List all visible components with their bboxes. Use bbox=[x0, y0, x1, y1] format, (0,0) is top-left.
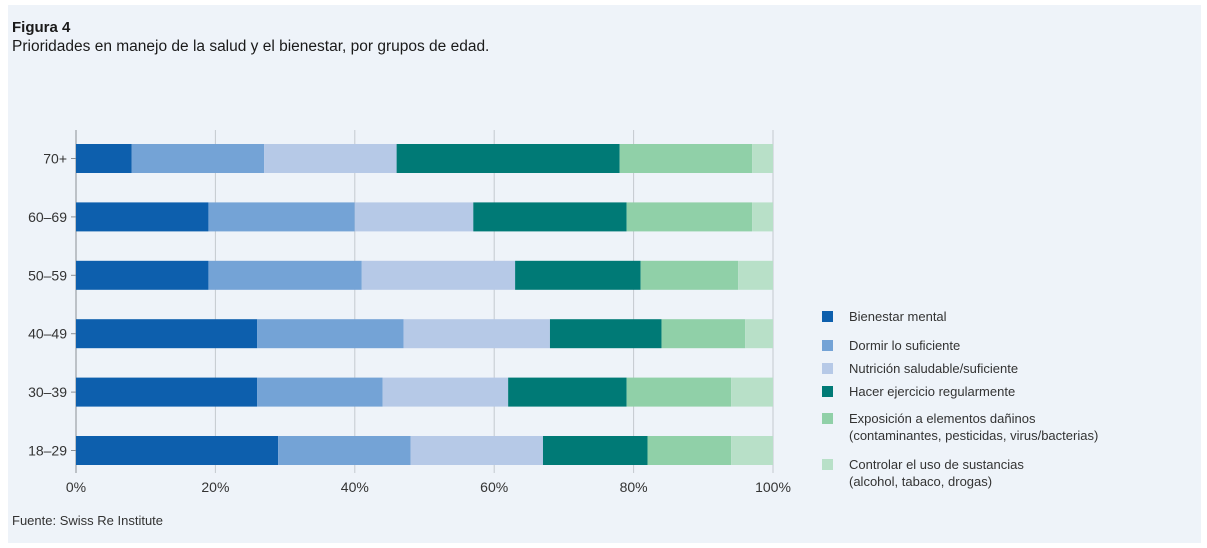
legend-label: Controlar el uso de sustancias bbox=[849, 457, 1024, 472]
legend-label: Dormir lo suficiente bbox=[849, 338, 960, 353]
legend-label: (contaminantes, pesticidas, virus/bacter… bbox=[849, 428, 1098, 443]
bar-segment bbox=[396, 144, 620, 173]
x-tick-label: 60% bbox=[480, 479, 508, 495]
bar-segment bbox=[731, 436, 773, 465]
bar-segment bbox=[738, 260, 773, 290]
legend-label: Bienestar mental bbox=[849, 309, 947, 324]
bar-segment bbox=[131, 144, 265, 173]
figure-label: Figura 4 bbox=[12, 19, 71, 36]
y-tick-label: 40–49 bbox=[28, 326, 67, 342]
bar-segment bbox=[515, 260, 641, 290]
source-note: Fuente: Swiss Re Institute bbox=[12, 513, 164, 528]
legend-swatch bbox=[822, 311, 833, 322]
bar-segment bbox=[361, 260, 516, 290]
bar-segment bbox=[619, 144, 753, 173]
bar-segment bbox=[76, 436, 279, 465]
bar-segment bbox=[745, 319, 773, 349]
bar-segment bbox=[661, 319, 746, 349]
legend-label: Nutrición saludable/suficiente bbox=[849, 361, 1018, 376]
x-tick-label: 40% bbox=[341, 479, 369, 495]
legend-swatch bbox=[822, 459, 833, 470]
legend-swatch bbox=[822, 340, 833, 351]
x-tick-label: 80% bbox=[620, 479, 648, 495]
bar-segment bbox=[76, 319, 258, 349]
bar-segment bbox=[76, 144, 132, 173]
legend-label: Exposición a elementos dañinos bbox=[849, 411, 1036, 426]
legend-label: Hacer ejercicio regularmente bbox=[849, 384, 1015, 399]
bar-segment bbox=[208, 202, 355, 232]
bar-segment bbox=[278, 436, 411, 465]
legend-label: (alcohol, tabaco, drogas) bbox=[849, 474, 992, 489]
x-tick-label: 20% bbox=[201, 479, 229, 495]
bar-segment bbox=[731, 377, 773, 407]
bar-segment bbox=[382, 377, 509, 407]
bar-segment bbox=[257, 319, 404, 349]
x-tick-label: 100% bbox=[755, 479, 791, 495]
bar-segment bbox=[76, 377, 258, 407]
bar-segment bbox=[208, 260, 362, 290]
bar-segment bbox=[76, 260, 209, 290]
y-tick-label: 30–39 bbox=[28, 384, 67, 400]
legend-swatch bbox=[822, 363, 833, 374]
bar-segment bbox=[473, 202, 627, 232]
legend-swatch bbox=[822, 386, 833, 397]
bar-segment bbox=[542, 436, 648, 465]
bar-segment bbox=[76, 202, 209, 232]
bar-segment bbox=[752, 202, 773, 232]
bar-segment bbox=[403, 319, 550, 349]
bar-segment bbox=[410, 436, 543, 465]
bar-segment bbox=[264, 144, 397, 173]
y-tick-label: 50–59 bbox=[28, 267, 67, 283]
y-tick-label: 18–29 bbox=[28, 443, 67, 459]
bar-segment bbox=[354, 202, 474, 232]
y-tick-label: 60–69 bbox=[28, 209, 67, 225]
bar-segment bbox=[647, 436, 732, 465]
legend-swatch bbox=[822, 413, 833, 424]
bar-segment bbox=[626, 202, 753, 232]
bar-segment bbox=[257, 377, 383, 407]
bar-segment bbox=[626, 377, 732, 407]
bar-segment bbox=[752, 144, 773, 173]
bar-segment bbox=[549, 319, 662, 349]
figure-subtitle: Prioridades en manejo de la salud y el b… bbox=[12, 38, 490, 55]
x-tick-label: 0% bbox=[66, 479, 86, 495]
y-tick-label: 70+ bbox=[43, 151, 67, 167]
bar-segment bbox=[640, 260, 739, 290]
bar-segment bbox=[508, 377, 627, 407]
